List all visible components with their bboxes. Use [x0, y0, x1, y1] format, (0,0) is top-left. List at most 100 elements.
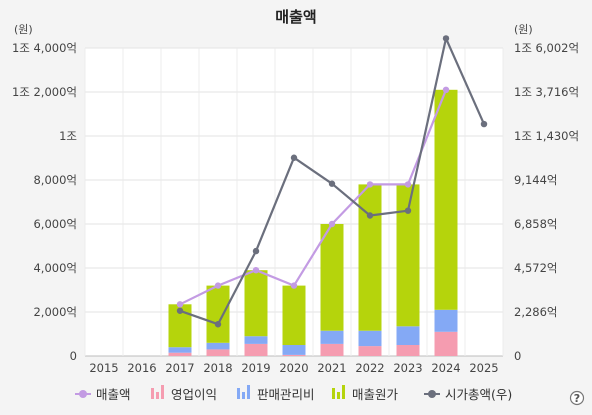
bar-판매관리비 [282, 345, 306, 355]
legend-bar-icon [237, 388, 240, 399]
x-tick-label: 2016 [127, 361, 156, 375]
legend-label: 영업이익 [171, 387, 217, 402]
left-tick-label: 8,000억 [33, 173, 77, 187]
bar-영업이익 [434, 331, 458, 356]
x-tick-label: 2015 [89, 361, 118, 375]
right-tick-label: 9,144억 [514, 173, 558, 187]
right-axis-ticks: 0 2,286억 4,572억 6,858억 9,144억 1조 1,430억 1조 3,7… [514, 41, 579, 363]
bar-매출원가 [434, 89, 458, 310]
x-tick-label: 2025 [469, 361, 498, 375]
x-tick-label: 2024 [431, 361, 460, 375]
bar-판매관리비 [434, 309, 458, 332]
right-tick-label: 0 [514, 349, 521, 363]
bar-판매관리비 [244, 336, 268, 344]
right-tick-label: 1조 6,002억 [514, 41, 579, 55]
legend-dot-icon [428, 390, 436, 398]
legend-bar-icon [332, 388, 335, 399]
legend-bar-icon [156, 392, 159, 399]
x-tick-label: 2023 [393, 361, 422, 375]
bar-매출원가 [244, 270, 268, 337]
point-시가총액(우) [290, 154, 298, 161]
point-매출액 [442, 86, 450, 94]
bars-layer [168, 89, 458, 356]
right-tick-label: 1조 1,430억 [514, 129, 579, 143]
bar-영업이익 [358, 346, 382, 356]
legend-label: 시가총액(우) [445, 387, 512, 402]
bar-판매관리비 [396, 326, 420, 345]
left-tick-label: 1조 [59, 129, 77, 143]
point-시가총액(우) [404, 207, 412, 214]
legend-item[interactable]: 시가총액(우) [424, 387, 512, 402]
bar-영업이익 [282, 354, 306, 356]
legend-item[interactable]: 매출액 [75, 387, 131, 402]
legend-bar-icon [151, 388, 154, 399]
x-tick-label: 2022 [355, 361, 384, 375]
legend-item[interactable]: 영업이익 [151, 385, 217, 402]
bar-판매관리비 [358, 330, 382, 347]
left-tick-label: 4,000억 [33, 261, 77, 275]
right-tick-label: 2,286억 [514, 305, 558, 319]
point-매출액 [214, 282, 222, 289]
x-tick-label: 2020 [279, 361, 308, 375]
point-매출액 [290, 282, 298, 289]
x-tick-label: 2021 [317, 361, 346, 375]
left-tick-label: 1조 2,000억 [12, 85, 77, 99]
grid-layer [84, 47, 504, 357]
point-시가총액(우) [442, 35, 450, 42]
legend-item[interactable]: 매출원가 [332, 385, 399, 402]
left-tick-label: 2,000억 [33, 305, 77, 319]
legend-label: 매출원가 [352, 387, 399, 402]
point-시가총액(우) [252, 247, 260, 255]
point-시가총액(우) [328, 180, 336, 187]
lines-layer [176, 35, 488, 328]
legend-label: 매출액 [96, 387, 131, 402]
bar-영업이익 [206, 349, 230, 356]
right-tick-label: 1조 3,716억 [514, 85, 579, 99]
chart-title: 매출액 [275, 8, 316, 26]
legend-bar-icon [242, 392, 245, 399]
right-tick-label: 6,858억 [514, 217, 558, 231]
bar-매출원가 [358, 184, 382, 331]
left-tick-label: 0 [70, 349, 77, 363]
help-icon-label: ? [574, 392, 580, 405]
point-시가총액(우) [366, 212, 374, 219]
left-axis-unit: (원) [14, 23, 33, 36]
right-tick-label: 4,572억 [514, 261, 558, 275]
legend-label: 판매관리비 [257, 387, 315, 402]
point-시가총액(우) [214, 321, 222, 328]
bar-영업이익 [396, 345, 420, 356]
legend-dot-icon [79, 390, 87, 398]
point-매출액 [252, 267, 260, 274]
legend-bar-icon [342, 385, 345, 399]
x-tick-label: 2018 [203, 361, 232, 375]
bar-매출원가 [396, 184, 420, 327]
bar-매출원가 [282, 285, 306, 345]
bar-영업이익 [168, 352, 192, 356]
point-매출액 [176, 301, 184, 308]
x-tick-label: 2019 [241, 361, 270, 375]
bar-판매관리비 [168, 347, 192, 353]
legend-bar-icon [247, 385, 250, 399]
legend-bar-icon [337, 392, 340, 399]
bar-영업이익 [244, 343, 268, 356]
point-매출액 [366, 181, 374, 188]
legend-item[interactable]: 판매관리비 [237, 385, 315, 402]
right-axis-unit: (원) [514, 23, 533, 36]
bar-매출원가 [320, 224, 344, 331]
left-axis-ticks: 0 2,000억 4,000억 6,000억 8,000억 1조 1조 2,000억 1조 4… [12, 41, 77, 363]
x-tick-label: 2017 [165, 361, 194, 375]
bar-영업이익 [320, 343, 344, 356]
help-icon[interactable]: ? [569, 390, 585, 406]
bar-판매관리비 [206, 342, 230, 350]
bar-매출원가 [206, 285, 230, 343]
line-매출액 [179, 89, 448, 306]
x-axis-ticks: 2015 2016 2017 2018 2019 2020 2021 2022 2023 2024… [89, 361, 498, 375]
left-tick-label: 1조 4,000억 [12, 41, 77, 55]
point-시가총액(우) [176, 307, 184, 314]
legend[interactable]: 매출액 영업이익 판매관리비 매출원가 시가총액(우) [75, 385, 512, 402]
point-시가총액(우) [480, 120, 488, 128]
bar-판매관리비 [320, 330, 344, 344]
legend-bar-icon [161, 385, 164, 399]
